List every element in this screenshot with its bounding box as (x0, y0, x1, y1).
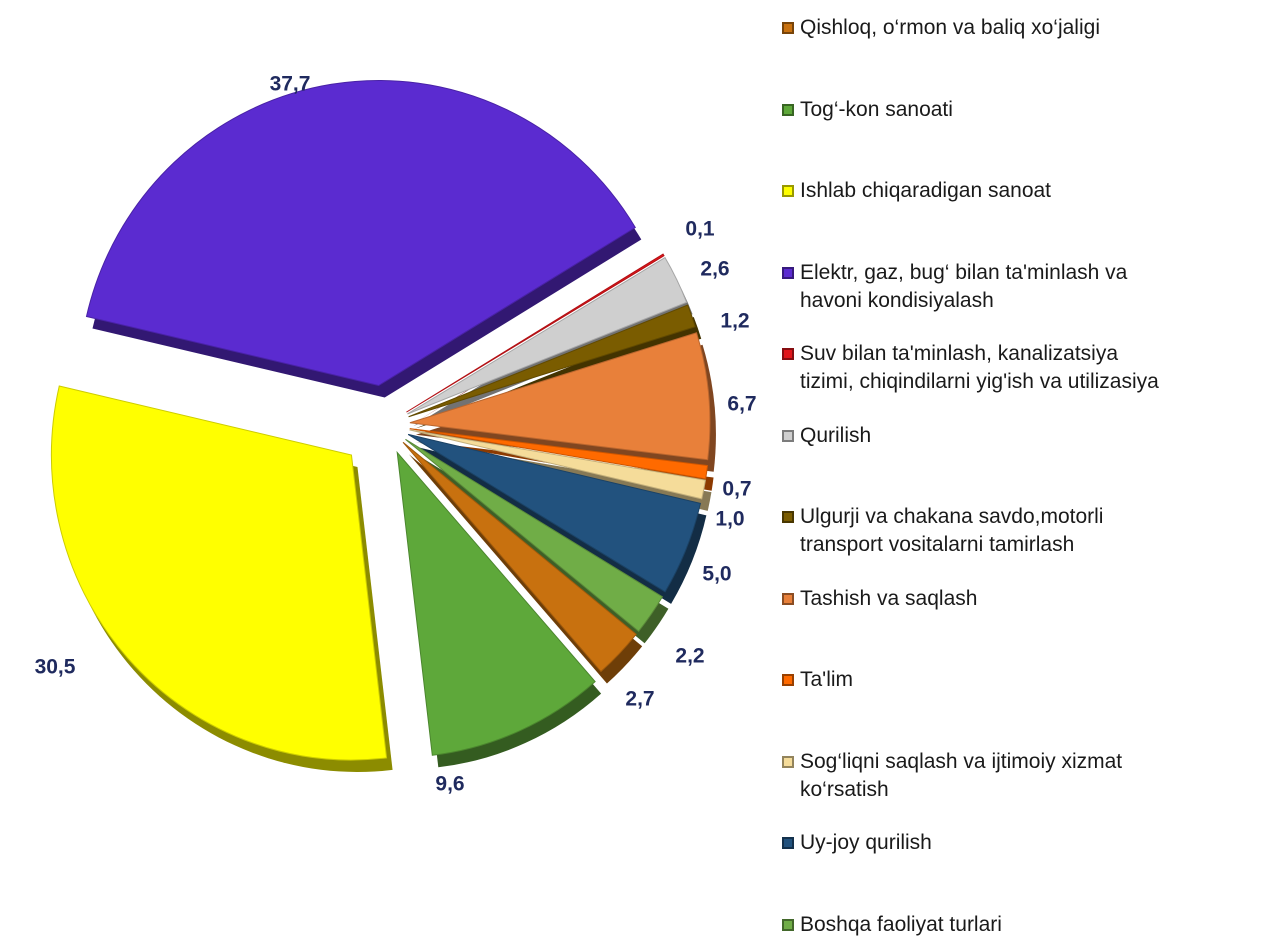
legend-label: Ishlab chiqaradigan sanoat (800, 179, 1052, 202)
slice (408, 304, 696, 418)
slice (407, 256, 688, 415)
value-label: 1,0 (715, 508, 744, 531)
legend-label: Ulgurji va chakana savdo,motorli transpo… (800, 505, 1104, 556)
legend-entry: Sog‘liqni saqlash va ijtimoiy xizmat ko‘… (782, 748, 1252, 804)
slice (409, 332, 711, 461)
legend-swatch (782, 22, 794, 34)
value-label: 2,7 (625, 688, 654, 711)
legend-entry: Tog‘-kon sanoati (782, 96, 1252, 124)
legend-label: Ta'lim (800, 668, 854, 691)
legend-entry: Ta'lim (782, 666, 1252, 694)
slice (85, 80, 636, 387)
legend-label: Tog‘-kon sanoati (800, 97, 953, 121)
value-label: 0,7 (722, 478, 751, 501)
legend-entry: Boshqa faoliyat turlari (782, 911, 1252, 939)
legend-label: Boshqa faoliyat turlari (800, 912, 1002, 936)
legend-swatch (782, 837, 794, 849)
slice (409, 429, 706, 500)
value-label: 0,1 (685, 218, 715, 241)
legend-label: Qishloq, o‘rmon va baliq xo‘jaligi (800, 16, 1100, 39)
legend-label: Uy-joy qurilish (800, 831, 932, 854)
legend-entry: Qurilish (782, 422, 1252, 450)
slice (405, 438, 664, 633)
legend-swatch (782, 185, 794, 197)
slice (396, 450, 596, 756)
legend-entry: Qishloq, o‘rmon va baliq xo‘jaligi (782, 14, 1252, 42)
value-label: 1,2 (720, 310, 749, 333)
slice (409, 428, 709, 480)
legend-swatch (782, 103, 794, 116)
legend-label: Qurilish (800, 423, 872, 447)
legend-swatch (782, 266, 794, 279)
value-label: 2,2 (675, 645, 704, 668)
legend-swatch (782, 674, 794, 686)
slice (406, 253, 665, 413)
legend-label: Tashish va saqlash (800, 586, 978, 610)
legend-entry: Tashish va saqlash (782, 585, 1252, 613)
value-label: 30,5 (35, 656, 76, 679)
legend-entry: Suv bilan ta'minlash, kanalizatsiya tizi… (782, 340, 1252, 396)
legend-label: Suv bilan ta'minlash, kanalizatsiya tizi… (800, 342, 1159, 393)
slice (50, 385, 388, 761)
legend-label: Sog‘liqni saqlash va ijtimoiy xizmat ko‘… (800, 749, 1123, 801)
slice (402, 441, 637, 673)
value-label: 6,7 (727, 393, 756, 416)
slices (50, 80, 711, 761)
legend-entry: Ulgurji va chakana savdo,motorli transpo… (782, 503, 1252, 559)
value-label: 37,7 (270, 73, 311, 96)
slice (407, 433, 701, 593)
legend-entry: Uy-joy qurilish (782, 829, 1252, 857)
pie-chart: 2,7 9,6 30,5 37,7 0,1 2,6 1,2 6,7 0,7 1,0 5,0 2,2 (35, 73, 757, 796)
value-label: 9,6 (435, 773, 464, 796)
legend-swatch (782, 755, 794, 768)
value-label: 2,6 (700, 258, 729, 281)
value-label: 5,0 (702, 563, 731, 586)
legend-entry: Elektr, gaz, bug‘ bilan ta'minlash va ha… (782, 259, 1252, 315)
legend-swatch (782, 918, 794, 931)
legend-entry: Ishlab chiqaradigan sanoat (782, 177, 1252, 205)
legend-swatch (782, 348, 794, 360)
legend-swatch (782, 592, 794, 605)
legend-label: Elektr, gaz, bug‘ bilan ta'minlash va ha… (800, 260, 1128, 312)
legend-swatch (782, 511, 794, 523)
legend-swatch (782, 429, 794, 442)
